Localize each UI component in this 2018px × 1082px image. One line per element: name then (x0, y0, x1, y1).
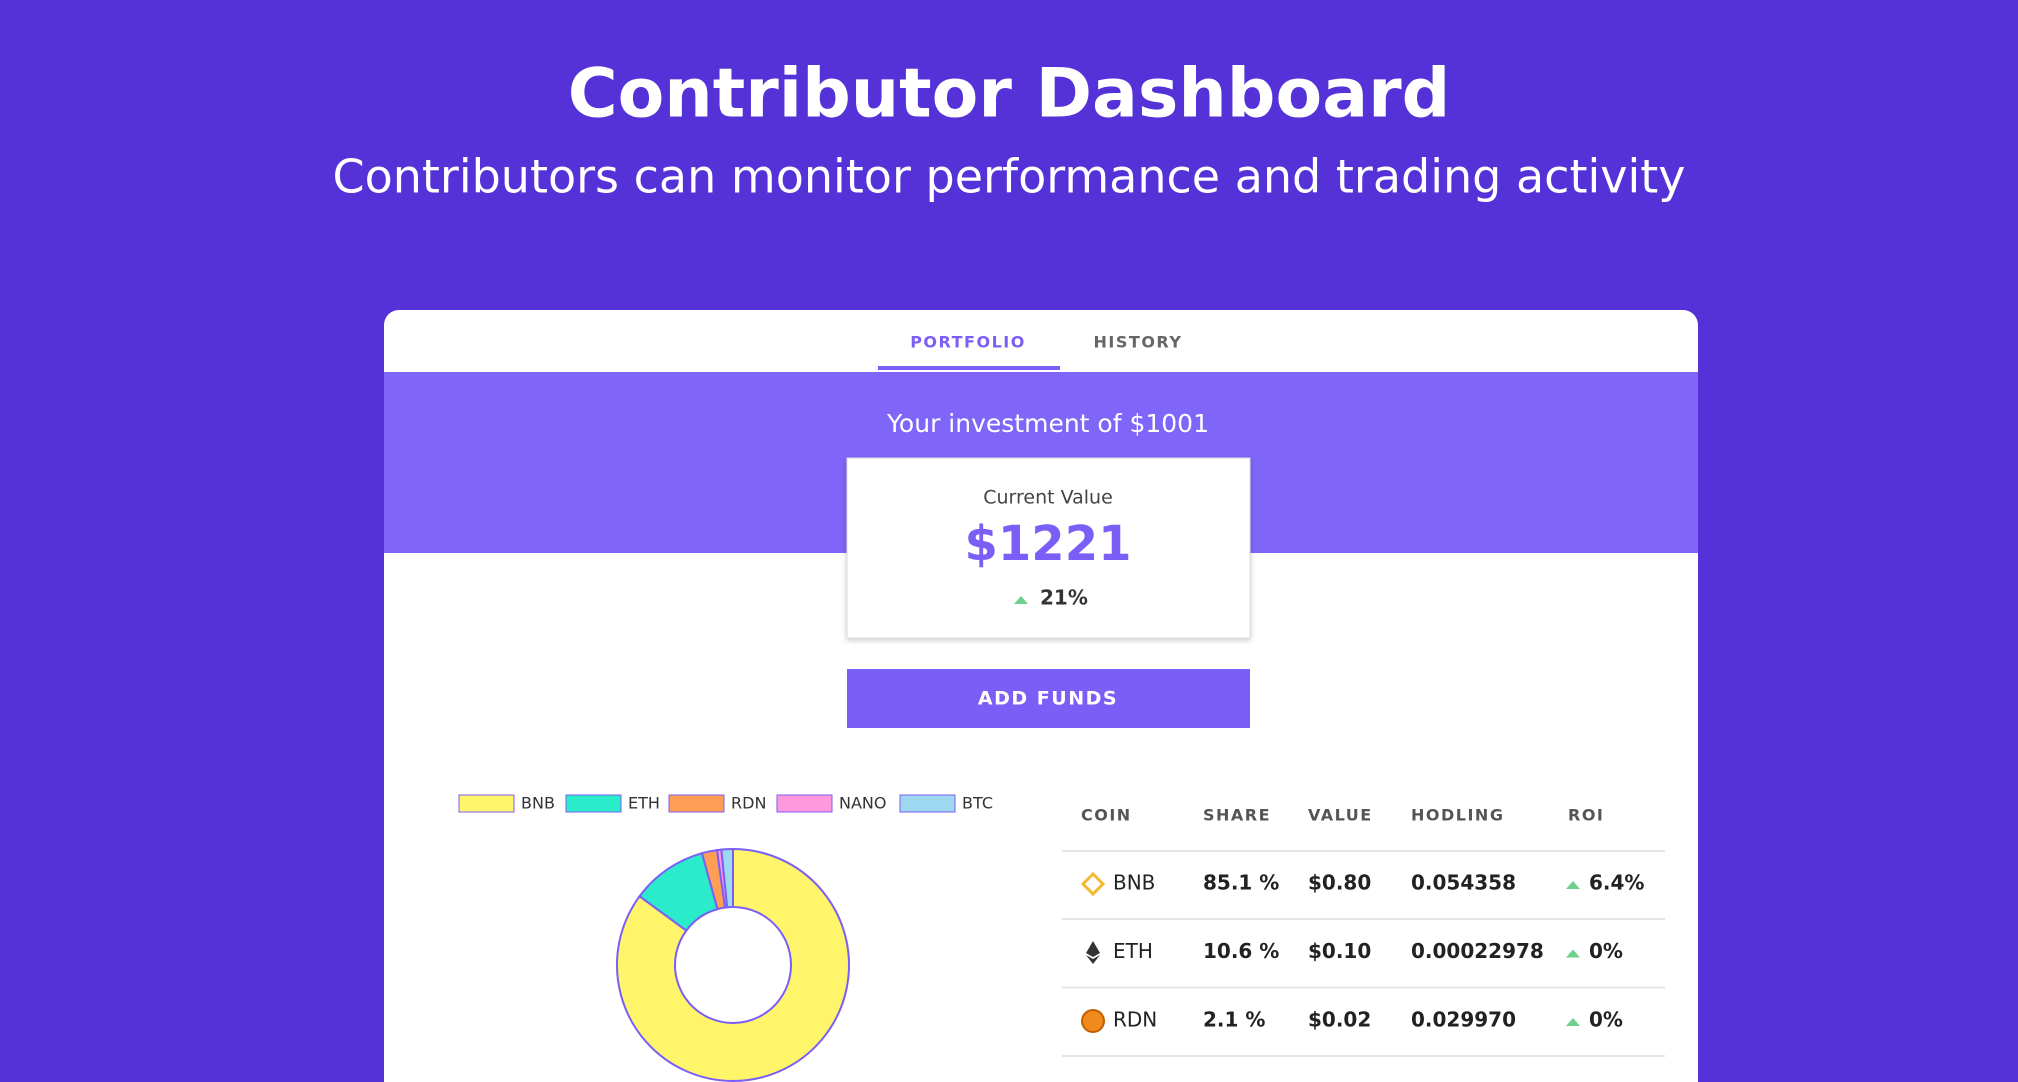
bnb-icon (1080, 871, 1106, 897)
table-cell: 0.00022978 (1411, 939, 1544, 963)
table-cell: 0% (1589, 939, 1623, 963)
roi-arrow (1566, 881, 1580, 889)
table-cell: 0.054358 (1411, 871, 1516, 895)
legend-swatch (899, 794, 956, 813)
legend-label: ETH (628, 794, 660, 813)
table-cell: 0% (1589, 1008, 1623, 1032)
legend-swatch (668, 794, 725, 813)
eth-icon (1086, 941, 1100, 964)
add-funds-button[interactable] (847, 669, 1250, 728)
table-cell: 85.1 % (1203, 871, 1279, 895)
legend-label: RDN (731, 794, 766, 813)
donut-slice (616, 847, 850, 1082)
table-cell: 6.4% (1589, 871, 1644, 895)
column-header: SHARE (1203, 806, 1271, 825)
page-title: Contributor Dashboard (568, 55, 1451, 134)
rdn-icon (1081, 1009, 1105, 1033)
investment-text: Your investment of $1001 (886, 409, 1209, 438)
tab-underline (878, 366, 1060, 370)
legend-swatch (565, 794, 622, 813)
column-header: VALUE (1308, 806, 1373, 825)
legend-swatch (458, 794, 515, 813)
table-cell: RDN (1113, 1008, 1157, 1032)
roi-arrow (1566, 1018, 1580, 1026)
table-cell: 2.1 % (1203, 1008, 1265, 1032)
table-cell: BNB (1113, 871, 1155, 895)
table-cell: $0.02 (1308, 1008, 1371, 1032)
column-header: ROI (1568, 806, 1604, 825)
donut-chart (616, 847, 850, 1082)
table-cell: ETH (1113, 939, 1153, 963)
up-arrow (1014, 596, 1028, 604)
legend-label: BTC (962, 794, 993, 813)
tab-history[interactable]: HISTORY (1094, 333, 1183, 352)
column-header: COIN (1081, 806, 1132, 825)
legend: BNB ETH RDN NANO BTC (458, 794, 993, 813)
legend-label: NANO (839, 794, 886, 813)
legend-label: BNB (521, 794, 555, 813)
page-subtitle: Contributors can monitor performance and… (332, 150, 1685, 204)
holdings-table: COIN SHARE VALUE HODLING ROI BNB 85.1 % $0.80 0.… (1062, 806, 1665, 1057)
value-change: 21% (1040, 586, 1088, 610)
table-cell: $0.80 (1308, 871, 1371, 895)
value-label: Current Value (983, 487, 1113, 509)
value-card (846, 457, 1251, 639)
legend-swatch (776, 794, 833, 813)
value-amount: $1221 (965, 516, 1132, 572)
tab-portfolio[interactable]: PORTFOLIO (910, 333, 1026, 352)
table-cell: 10.6 % (1203, 939, 1279, 963)
column-header: HODLING (1411, 806, 1504, 825)
add-funds-label: ADD FUNDS (978, 688, 1118, 710)
donut-slice (720, 847, 734, 909)
coin-icons (1080, 871, 1106, 1033)
table-cell: $0.10 (1308, 939, 1371, 963)
table-cell: 0.029970 (1411, 1008, 1516, 1032)
roi-arrow (1566, 949, 1580, 958)
